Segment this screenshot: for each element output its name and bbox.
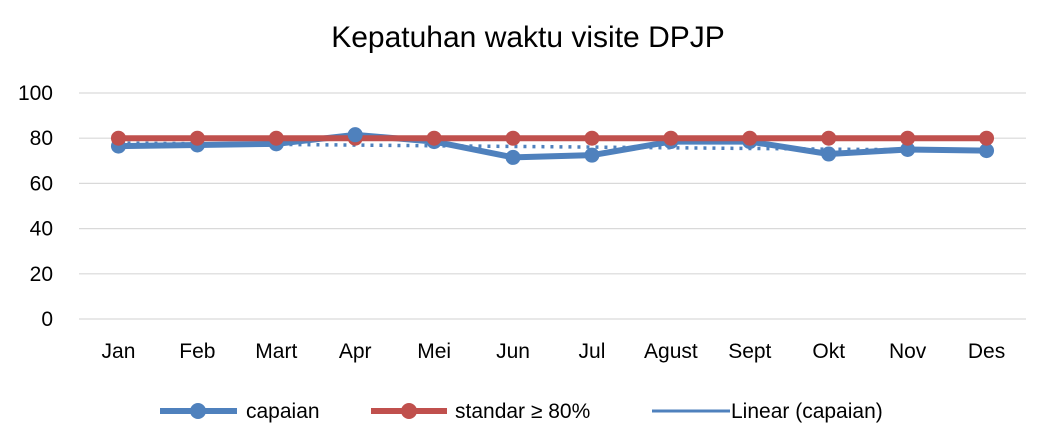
- y-tick-label: 40: [30, 218, 53, 241]
- point-standar-Sept[interactable]: [742, 130, 758, 146]
- legend-marker-capaian: [190, 403, 206, 419]
- x-tick-label: Agust: [644, 340, 698, 363]
- y-tick-label: 60: [30, 172, 53, 195]
- point-capaian-Apr-top[interactable]: [347, 127, 363, 143]
- x-tick-label: Jan: [102, 340, 136, 363]
- series-layer: [110, 127, 995, 165]
- point-standar-Jul[interactable]: [584, 130, 600, 146]
- legend-item-linear-capaian[interactable]: Linear (capaian): [652, 400, 883, 423]
- x-tick-label: Feb: [179, 340, 215, 363]
- x-tick-label: Okt: [812, 340, 845, 363]
- x-tick-label: Des: [968, 340, 1005, 363]
- x-tick-label: Mart: [255, 340, 297, 363]
- y-tick-label: 0: [41, 308, 53, 331]
- point-standar-Mei[interactable]: [426, 130, 442, 146]
- point-standar-Okt[interactable]: [821, 130, 837, 146]
- y-tick-label: 100: [18, 82, 53, 105]
- point-capaian-Jun[interactable]: [505, 149, 521, 165]
- point-standar-Nov[interactable]: [900, 130, 916, 146]
- x-tick-label: Jun: [496, 340, 530, 363]
- legend-item-capaian[interactable]: capaian: [160, 400, 320, 423]
- point-standar-Des[interactable]: [979, 130, 995, 146]
- series-line-capaian: [118, 131, 987, 161]
- x-tick-label: Mei: [417, 340, 451, 363]
- x-tick-label: Sept: [728, 340, 771, 363]
- point-standar-Agust[interactable]: [663, 130, 679, 146]
- x-tick-label: Jul: [579, 340, 606, 363]
- point-standar-Feb[interactable]: [189, 130, 205, 146]
- series-standar: [110, 130, 995, 146]
- point-capaian-Des[interactable]: [979, 143, 995, 159]
- y-axis-ticks: 0 20 40 60 80 100: [18, 82, 53, 331]
- x-axis-ticks: Jan Feb Mart Apr Mei Jun Jul Agust Sept Okt Nov Des: [102, 340, 1006, 363]
- x-tick-label: Apr: [339, 340, 372, 363]
- point-standar-Jan[interactable]: [110, 130, 126, 146]
- legend-item-standar[interactable]: standar ≥ 80%: [371, 400, 590, 423]
- legend-label-linear-capaian: Linear (capaian): [731, 400, 883, 423]
- x-tick-label: Nov: [889, 340, 927, 363]
- point-capaian-Jul[interactable]: [584, 147, 600, 163]
- legend: capaian standar ≥ 80% Linear (capaian): [160, 400, 883, 423]
- point-standar-Jun[interactable]: [505, 130, 521, 146]
- chart-title: Kepatuhan waktu visite DPJP: [331, 21, 725, 54]
- y-tick-label: 80: [30, 127, 53, 150]
- legend-label-capaian: capaian: [246, 400, 320, 423]
- legend-marker-standar: [401, 403, 417, 419]
- point-standar-Mart[interactable]: [268, 130, 284, 146]
- gridlines: [79, 92, 1026, 320]
- y-tick-label: 20: [30, 263, 53, 286]
- legend-label-standar: standar ≥ 80%: [455, 400, 590, 423]
- point-capaian-Okt[interactable]: [821, 146, 837, 162]
- point-capaian-Nov[interactable]: [900, 142, 916, 157]
